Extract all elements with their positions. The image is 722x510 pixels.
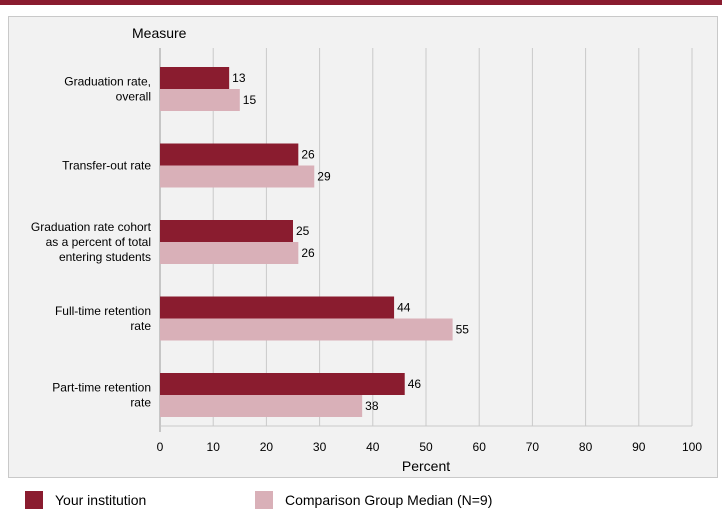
bar-your-institution [160,67,230,89]
legend-swatch-your-institution [25,491,43,509]
bar-comparison [160,89,240,111]
bar-your-institution [160,296,395,319]
top-accent-bar [0,0,722,5]
data-label: 26 [301,246,315,260]
bar-comparison [160,395,363,417]
legend-item-comparison: Comparison Group Median (N=9) [255,490,492,510]
legend-swatch-comparison [255,491,273,509]
category-axis-title: Measure [132,25,187,41]
x-tick-label: 80 [579,440,593,454]
category-label: Part-time retention [52,381,151,395]
legend-label-comparison: Comparison Group Median (N=9) [285,492,493,508]
data-label: 15 [243,93,257,107]
x-tick-label: 90 [632,440,646,454]
category-label: Transfer-out rate [62,159,151,173]
data-label: 29 [317,170,331,184]
category-label: Graduation rate cohort [31,220,152,234]
legend-label-your-institution: Your institution [55,492,147,508]
category-label: entering students [59,250,151,264]
x-tick-label: 100 [682,440,702,454]
data-label: 38 [365,399,379,413]
category-label: overall [116,90,151,104]
bar-comparison [160,165,315,188]
category-label: as a percent of total [46,235,151,249]
bar-your-institution [160,373,405,395]
category-label: rate [130,319,151,333]
x-tick-label: 20 [260,440,274,454]
x-axis-title: Percent [402,458,450,474]
category-label: rate [130,396,151,410]
labels: 0 10 20 30 40 50 60 70 80 90 100 Graduation rate,ov… [31,71,702,454]
category-label: Full-time retention [55,304,151,318]
data-label: 26 [301,148,315,162]
bars [160,67,453,417]
bar-comparison [160,318,453,341]
x-tick-label: 30 [313,440,327,454]
data-label: 44 [397,301,411,315]
x-tick-label: 60 [473,440,487,454]
legend-item-your-institution: Your institution [25,490,146,510]
data-label: 25 [296,224,310,238]
data-label: 46 [408,377,422,391]
bar-your-institution [160,143,299,166]
bar-comparison [160,242,299,264]
x-tick-label: 10 [207,440,221,454]
chart-panel [8,16,718,478]
x-tick-label: 50 [419,440,433,454]
x-tick-label: 70 [526,440,540,454]
x-tick-label: 40 [366,440,380,454]
data-label: 55 [456,323,470,337]
category-label: Graduation rate, [64,75,151,89]
data-label: 13 [232,71,246,85]
bar-your-institution [160,220,293,242]
x-tick-label: 0 [157,440,164,454]
